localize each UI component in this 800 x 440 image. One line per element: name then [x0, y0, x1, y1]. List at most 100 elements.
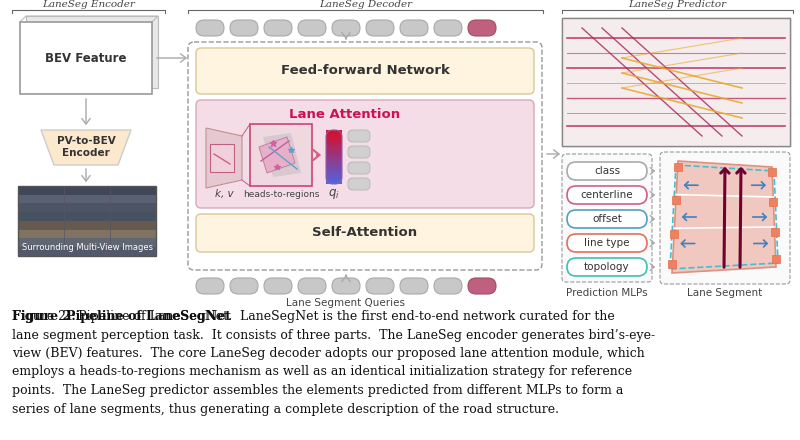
Text: Pipeline of LaneSegNet: Pipeline of LaneSegNet: [66, 310, 231, 323]
Bar: [18, 238, 156, 248]
FancyBboxPatch shape: [348, 162, 370, 174]
Text: BEV Feature: BEV Feature: [46, 51, 126, 65]
Polygon shape: [263, 133, 301, 177]
Polygon shape: [672, 161, 776, 273]
FancyBboxPatch shape: [468, 20, 496, 36]
Text: Lane Segment Queries: Lane Segment Queries: [286, 298, 406, 308]
Bar: [326, 161, 342, 163]
Text: topology: topology: [584, 262, 630, 272]
FancyBboxPatch shape: [230, 20, 258, 36]
Bar: [326, 136, 342, 138]
Text: view (BEV) features.  The core LaneSeg decoder adopts our proposed lane attentio: view (BEV) features. The core LaneSeg de…: [12, 347, 645, 360]
FancyBboxPatch shape: [196, 278, 224, 294]
Bar: [326, 166, 342, 168]
FancyBboxPatch shape: [400, 20, 428, 36]
Bar: [326, 155, 342, 158]
FancyBboxPatch shape: [196, 214, 534, 252]
Bar: [770, 228, 778, 236]
Text: points.  The LaneSeg predictor assembles the elements predicted from different M: points. The LaneSeg predictor assembles …: [12, 384, 623, 397]
Text: LaneSeg Encoder: LaneSeg Encoder: [42, 0, 135, 9]
Bar: [326, 179, 342, 181]
Text: Figure 2:  Pipeline of LaneSegNet.  LaneSegNet is the first end-to-end network c: Figure 2: Pipeline of LaneSegNet. LaneSe…: [12, 310, 614, 323]
Bar: [18, 186, 156, 195]
FancyBboxPatch shape: [188, 42, 542, 270]
Bar: [672, 196, 680, 204]
Text: Lane Attention: Lane Attention: [290, 107, 401, 121]
Text: employs a heads-to-regions mechanism as well as an identical initialization stra: employs a heads-to-regions mechanism as …: [12, 366, 632, 378]
Bar: [674, 163, 682, 171]
Bar: [326, 139, 342, 141]
Bar: [20, 22, 152, 94]
Bar: [326, 168, 342, 170]
Bar: [326, 132, 342, 134]
FancyBboxPatch shape: [196, 48, 534, 94]
Text: Self-Attention: Self-Attention: [313, 227, 418, 239]
Bar: [768, 168, 776, 176]
Polygon shape: [259, 137, 295, 173]
Bar: [18, 186, 156, 256]
Bar: [326, 150, 342, 152]
Bar: [562, 18, 790, 146]
FancyBboxPatch shape: [230, 278, 258, 294]
Bar: [18, 195, 156, 204]
FancyBboxPatch shape: [298, 278, 326, 294]
Bar: [772, 255, 780, 263]
Bar: [670, 230, 678, 238]
Bar: [326, 134, 342, 136]
Bar: [18, 212, 156, 221]
Bar: [326, 180, 342, 183]
Polygon shape: [206, 128, 242, 188]
FancyBboxPatch shape: [434, 278, 462, 294]
FancyBboxPatch shape: [196, 100, 534, 208]
Bar: [326, 154, 342, 156]
Bar: [18, 247, 156, 257]
Text: class: class: [594, 166, 620, 176]
FancyBboxPatch shape: [348, 146, 370, 158]
Bar: [326, 172, 342, 174]
Text: Surrounding Multi-View Images: Surrounding Multi-View Images: [22, 243, 153, 253]
Bar: [669, 260, 677, 268]
FancyBboxPatch shape: [366, 278, 394, 294]
Text: $q_i$: $q_i$: [328, 187, 340, 201]
Bar: [326, 175, 342, 177]
Bar: [326, 130, 342, 132]
Text: lane segment perception task.  It consists of three parts.  The LaneSeg encoder : lane segment perception task. It consist…: [12, 329, 655, 341]
FancyBboxPatch shape: [567, 186, 647, 204]
Text: Lane Segment: Lane Segment: [687, 288, 762, 298]
Bar: [326, 164, 342, 166]
Bar: [326, 162, 342, 165]
Text: LaneSeg Predictor: LaneSeg Predictor: [629, 0, 726, 9]
Bar: [326, 146, 342, 148]
Bar: [326, 182, 342, 184]
Bar: [326, 144, 342, 147]
Polygon shape: [41, 130, 131, 165]
FancyBboxPatch shape: [468, 278, 496, 294]
Bar: [562, 18, 790, 146]
Bar: [26, 16, 158, 88]
FancyBboxPatch shape: [366, 20, 394, 36]
Bar: [326, 152, 342, 154]
FancyBboxPatch shape: [264, 20, 292, 36]
Bar: [326, 143, 342, 145]
FancyBboxPatch shape: [567, 162, 647, 180]
Bar: [18, 203, 156, 213]
Text: PV-to-BEV
Encoder: PV-to-BEV Encoder: [57, 136, 115, 158]
FancyBboxPatch shape: [567, 258, 647, 276]
FancyBboxPatch shape: [348, 130, 370, 142]
Text: line type: line type: [584, 238, 630, 248]
FancyBboxPatch shape: [400, 278, 428, 294]
FancyBboxPatch shape: [348, 178, 370, 190]
FancyBboxPatch shape: [298, 20, 326, 36]
FancyBboxPatch shape: [332, 278, 360, 294]
Bar: [326, 141, 342, 143]
Bar: [770, 198, 778, 206]
Bar: [326, 173, 342, 176]
Bar: [326, 177, 342, 179]
Bar: [326, 159, 342, 161]
Text: Figure 2:: Figure 2:: [12, 310, 76, 323]
Bar: [326, 157, 342, 159]
FancyBboxPatch shape: [562, 154, 652, 282]
Bar: [326, 169, 342, 172]
Text: Prediction MLPs: Prediction MLPs: [566, 288, 648, 298]
FancyBboxPatch shape: [264, 278, 292, 294]
